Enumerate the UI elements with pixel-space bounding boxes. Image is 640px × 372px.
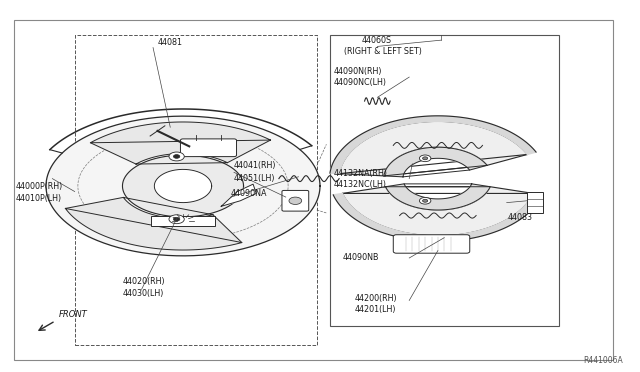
- Text: 44090N(RH): 44090N(RH): [334, 67, 383, 76]
- Circle shape: [422, 157, 428, 160]
- Circle shape: [173, 155, 180, 158]
- Text: 44090NB: 44090NB: [342, 253, 379, 263]
- Bar: [527, 192, 543, 213]
- Circle shape: [173, 217, 180, 221]
- FancyBboxPatch shape: [282, 190, 308, 211]
- Text: FRONT: FRONT: [59, 310, 88, 319]
- Text: 44090NA: 44090NA: [231, 189, 268, 198]
- Polygon shape: [384, 147, 487, 177]
- Circle shape: [169, 215, 184, 224]
- Polygon shape: [154, 169, 212, 203]
- Circle shape: [333, 118, 543, 240]
- Polygon shape: [342, 187, 533, 236]
- Polygon shape: [339, 121, 527, 176]
- Text: R441006A: R441006A: [583, 356, 623, 365]
- Polygon shape: [221, 184, 256, 206]
- Circle shape: [419, 198, 431, 204]
- FancyBboxPatch shape: [180, 139, 237, 157]
- Polygon shape: [90, 122, 271, 164]
- Text: (RIGHT & LEFT SET): (RIGHT & LEFT SET): [344, 47, 422, 56]
- Text: 44020(RH): 44020(RH): [122, 278, 165, 286]
- Bar: [330, 35, 559, 326]
- Text: 44132NA(RH): 44132NA(RH): [334, 169, 388, 177]
- Bar: [75, 35, 317, 345]
- Circle shape: [169, 152, 184, 161]
- Text: 44200(RH): 44200(RH): [355, 294, 397, 303]
- Polygon shape: [333, 193, 543, 241]
- Text: 44000P(RH): 44000P(RH): [15, 182, 63, 190]
- Text: 44051(LH): 44051(LH): [234, 174, 275, 183]
- Text: 44090NC(LH): 44090NC(LH): [334, 78, 387, 87]
- Text: 44041(RH): 44041(RH): [234, 161, 276, 170]
- Text: 44083: 44083: [508, 213, 533, 222]
- Circle shape: [289, 197, 301, 205]
- Polygon shape: [65, 198, 242, 250]
- Text: 44132NC(LH): 44132NC(LH): [334, 180, 387, 189]
- Text: 44060S: 44060S: [362, 36, 392, 45]
- Circle shape: [422, 199, 428, 202]
- Polygon shape: [122, 155, 244, 217]
- Text: 44201(LH): 44201(LH): [355, 305, 397, 314]
- Text: 44081: 44081: [157, 38, 182, 46]
- Polygon shape: [46, 116, 320, 256]
- Text: 44030(LH): 44030(LH): [122, 289, 164, 298]
- Bar: [151, 216, 215, 226]
- Polygon shape: [330, 116, 536, 174]
- Circle shape: [419, 155, 431, 161]
- Polygon shape: [385, 184, 490, 210]
- FancyBboxPatch shape: [394, 235, 470, 253]
- Text: 44010P(LH): 44010P(LH): [15, 195, 61, 203]
